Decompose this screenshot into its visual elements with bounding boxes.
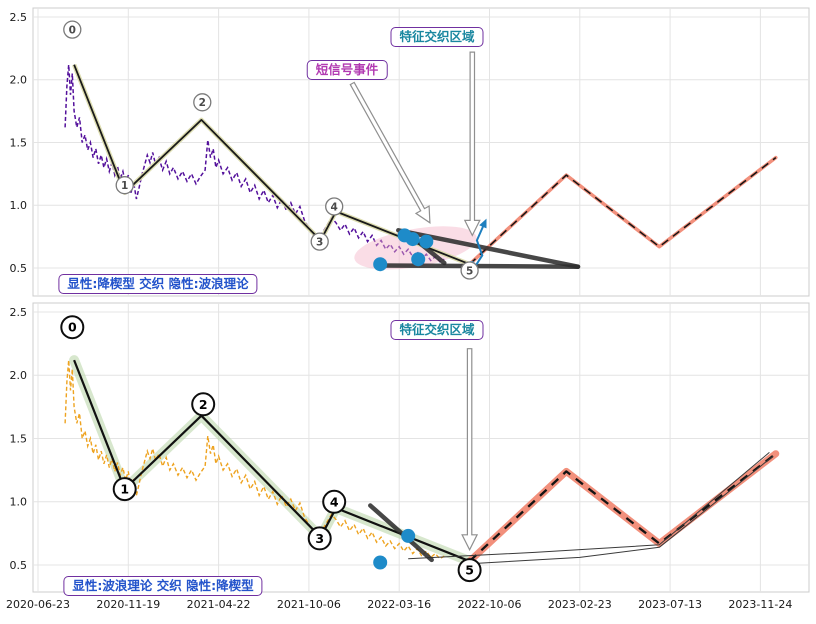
signal-dot: [411, 252, 426, 267]
price-series: [64, 64, 445, 263]
top-chart-caption: 显性:降楔型 交织 隐性:波浪理论: [58, 274, 258, 295]
x-tick-label: 2023-02-23: [548, 598, 612, 611]
price-series: [64, 360, 445, 560]
feature-zone-label-bottom: 特征交织区域: [390, 320, 484, 341]
y-tick-label: 2.0: [10, 74, 28, 87]
wave-number-marker: [307, 526, 332, 551]
wave-number-text: 2: [199, 397, 208, 412]
y-tick-label: 1.0: [10, 199, 28, 212]
y-tick-label: 0.5: [10, 262, 28, 275]
plot-frame: [32, 7, 810, 297]
signal-dot: [419, 234, 434, 249]
y-tick-label: 1.5: [10, 432, 28, 445]
wave-number-text: 4: [331, 201, 338, 213]
wave-number-marker: [322, 489, 347, 514]
wave-number-text: 0: [69, 24, 76, 36]
y-tick-label: 2.5: [10, 306, 28, 319]
wedge-guide-line: [469, 455, 774, 565]
x-tick-label: 2021-04-22: [187, 598, 251, 611]
y-tick-label: 2.0: [10, 369, 28, 382]
wave-number-text: 3: [316, 236, 323, 248]
x-tick-label: 2021-10-06: [277, 598, 341, 611]
wave-number-text: 2: [199, 97, 206, 109]
wave-number-marker: [115, 176, 134, 195]
wedge-trend-line: [368, 503, 434, 563]
wave-zigzag: [73, 359, 471, 563]
chart-bottom: 0.5 1.0 1.5 2.0 2.5 0 1 2 3 4 5: [10, 302, 810, 593]
annotation-arrow: [463, 51, 481, 237]
forecast-dash-overlay: [469, 157, 777, 265]
wave-number-text: 3: [315, 531, 324, 546]
wave-number-text: 0: [68, 320, 77, 335]
y-tick-label: 2.5: [10, 11, 28, 24]
signal-dot: [401, 528, 416, 543]
annotation-arrow: [461, 348, 479, 552]
y-tick-label: 1.5: [10, 136, 28, 149]
wave-number-marker: [63, 20, 82, 39]
signal-dot: [373, 257, 388, 272]
wave-number-text: 1: [121, 180, 128, 192]
hand-arrow-head: [479, 218, 487, 229]
x-tick-label: 2020-06-23: [6, 598, 70, 611]
x-tick-label: 2022-10-06: [458, 598, 522, 611]
x-tick-label: 2023-11-24: [728, 598, 792, 611]
short-signal-label: 短信号事件: [306, 60, 388, 81]
wave-number-text: 5: [465, 563, 474, 578]
signal-dot: [405, 232, 420, 247]
bottom-chart-caption: 显性:波浪理论 交织 隐性:降楔型: [63, 576, 263, 597]
signal-dot: [373, 555, 388, 570]
hand-arrow-sketch: [473, 223, 486, 269]
wave-number-marker: [460, 261, 479, 280]
x-tick-label: 2023-07-13: [638, 598, 702, 611]
signal-zone-ellipse: [354, 226, 477, 270]
wave-number-text: 5: [466, 265, 473, 277]
wave-number-text: 4: [330, 494, 339, 509]
wave-number-marker: [457, 558, 482, 583]
chart-top: 0.5 1.0 1.5 2.0 2.5 0 1 2 3 4 5: [10, 7, 810, 297]
wave-number-marker: [325, 197, 344, 216]
wave-number-marker: [193, 93, 212, 112]
wave-number-text: 1: [120, 482, 129, 497]
forecast-dash-overlay: [468, 452, 777, 563]
feature-zone-label-top: 特征交织区域: [390, 27, 484, 48]
wave-number-marker: [191, 392, 216, 417]
annotation-arrow: [349, 81, 431, 224]
wave-number-marker: [60, 315, 85, 340]
wave-zigzag: [73, 64, 470, 266]
wave-number-marker: [112, 477, 137, 502]
y-tick-label: 1.0: [10, 496, 28, 509]
y-tick-label: 0.5: [10, 559, 28, 572]
x-tick-label: 2022-03-16: [367, 598, 431, 611]
wave-number-marker: [310, 232, 329, 251]
x-tick-label: 2020-11-19: [96, 598, 160, 611]
wedge-guide-line: [408, 452, 770, 560]
